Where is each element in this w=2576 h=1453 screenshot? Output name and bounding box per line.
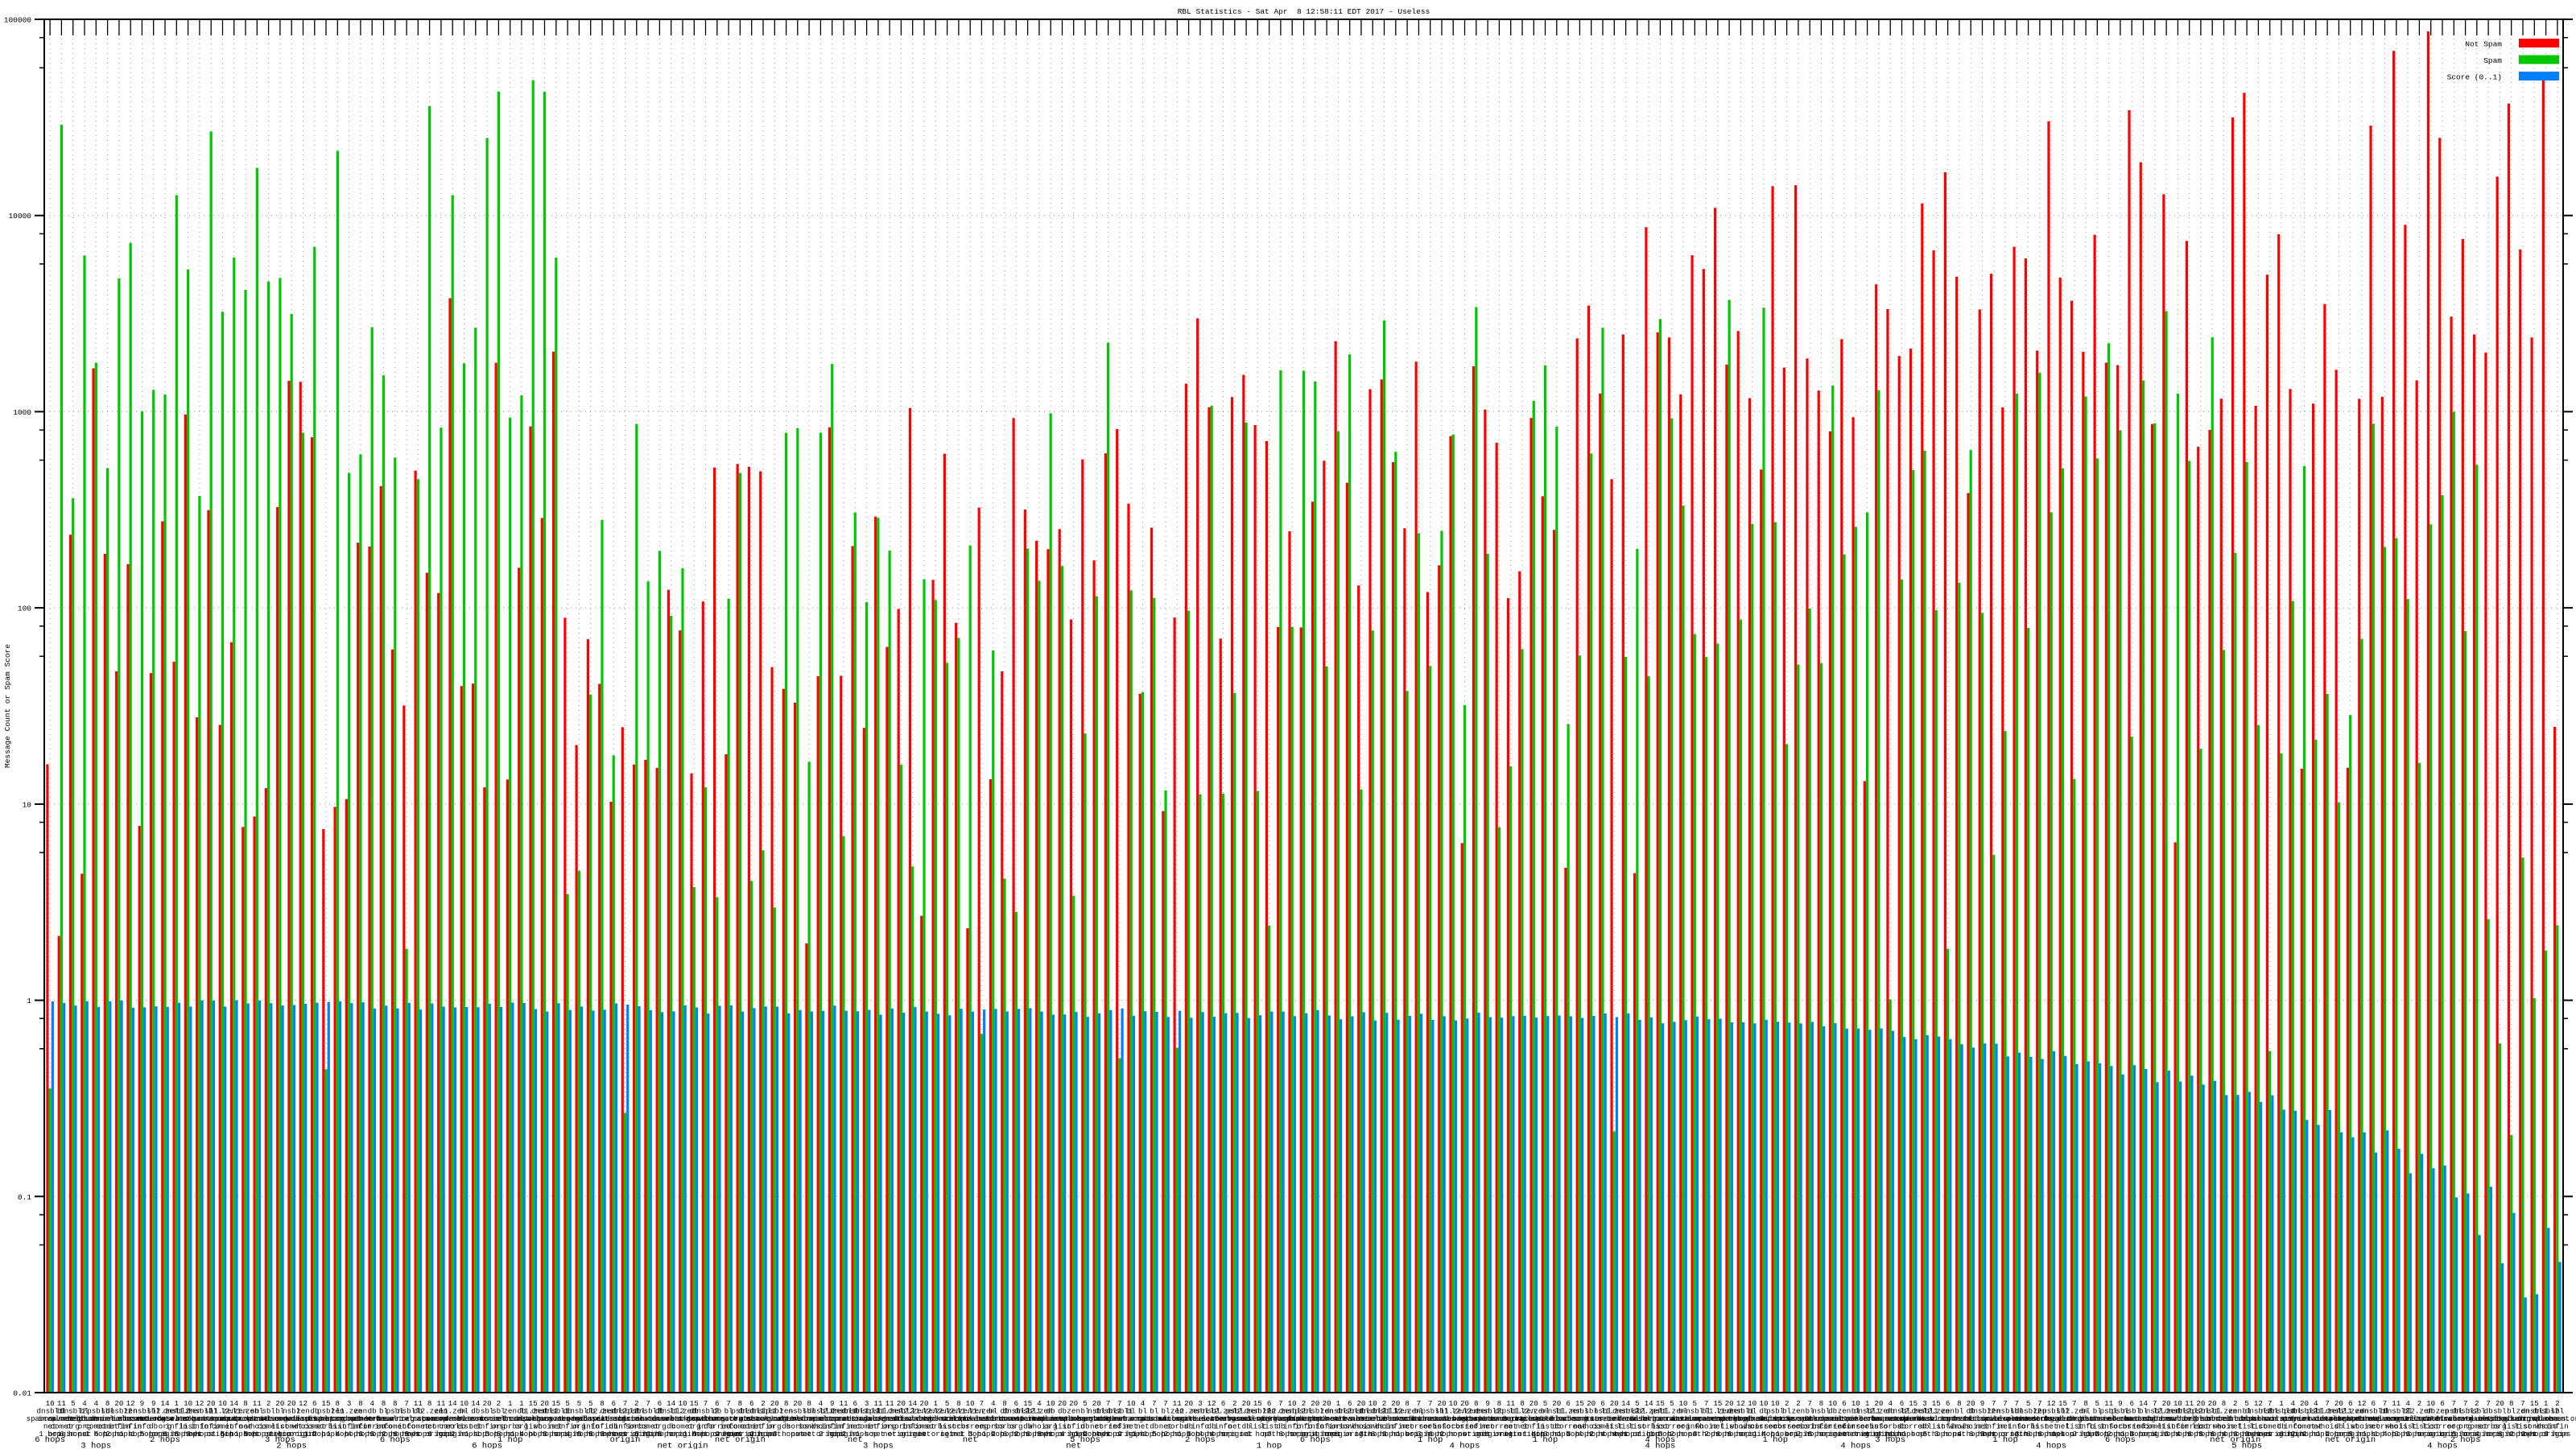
svg-text:2 hops: 2 hops xyxy=(1185,1435,1216,1445)
svg-text:10000: 10000 xyxy=(8,212,31,221)
svg-text:3 hops: 3 hops xyxy=(80,1442,111,1450)
svg-text:bl: bl xyxy=(1955,1407,1963,1416)
svg-text:1 hop: 1 hop xyxy=(1418,1435,1443,1445)
svg-text:10: 10 xyxy=(23,800,32,809)
svg-text:bl: bl xyxy=(1782,1407,1791,1416)
svg-text:0.01: 0.01 xyxy=(13,1389,31,1398)
svg-text:1000: 1000 xyxy=(13,408,31,417)
svg-text:RBL Statistics - Sat Apr 8 12: RBL Statistics - Sat Apr 8 12:58:11 EDT … xyxy=(1178,7,1430,16)
svg-text:net origin: net origin xyxy=(657,1442,708,1450)
svg-text:4 hops: 4 hops xyxy=(1450,1442,1480,1450)
svg-text:1 hop: 1 hop xyxy=(1257,1442,1282,1450)
svg-text:6 hops: 6 hops xyxy=(472,1442,502,1450)
svg-text:zen: zen xyxy=(1792,1407,1806,1416)
svg-text:3 hops: 3 hops xyxy=(2544,1430,2570,1439)
svg-text:1 hop: 1 hop xyxy=(1992,1435,2018,1445)
svg-text:db: db xyxy=(2484,1407,2493,1416)
svg-text:Spam: Spam xyxy=(2483,56,2502,65)
svg-text:db: db xyxy=(471,1407,480,1416)
svg-text:1 hop: 1 hop xyxy=(1763,1435,1789,1445)
svg-text:psbl: psbl xyxy=(1766,1407,1784,1416)
svg-text:sbl: sbl xyxy=(262,1407,275,1416)
svg-text:net: net xyxy=(1066,1442,1081,1450)
svg-text:bl: bl xyxy=(2082,1407,2091,1416)
svg-text:6 hops: 6 hops xyxy=(2105,1435,2136,1445)
svg-text:net: net xyxy=(963,1435,978,1445)
svg-text:bl: bl xyxy=(460,1407,469,1416)
svg-text:db: db xyxy=(712,1407,721,1416)
svg-text:2 hops: 2 hops xyxy=(150,1435,180,1445)
svg-text:5 hops: 5 hops xyxy=(2231,1442,2262,1450)
svg-text:bl: bl xyxy=(1138,1407,1147,1416)
svg-text:Score (0..1): Score (0..1) xyxy=(2447,73,2502,82)
svg-text:nsbl: nsbl xyxy=(2468,1407,2486,1416)
svg-text:origin: origin xyxy=(610,1435,641,1445)
svg-text:3 hops: 3 hops xyxy=(1875,1435,1905,1445)
svg-text:6 hops: 6 hops xyxy=(1300,1435,1331,1445)
svg-text:nsbl: nsbl xyxy=(2123,1407,2140,1416)
svg-text:6 hops: 6 hops xyxy=(380,1435,411,1445)
svg-text:zen: zen xyxy=(1067,1407,1080,1416)
svg-text:bl: bl xyxy=(1161,1407,1170,1416)
svg-text:db: db xyxy=(1058,1407,1067,1416)
svg-text:nsbl: nsbl xyxy=(1686,1407,1703,1416)
svg-text:0.1: 0.1 xyxy=(18,1193,31,1202)
svg-text:sbl: sbl xyxy=(2551,1407,2565,1416)
svg-text:zen: zen xyxy=(296,1407,310,1416)
svg-text:bl: bl xyxy=(989,1407,997,1416)
svg-text:4 hops: 4 hops xyxy=(1645,1442,1675,1450)
svg-text:db: db xyxy=(368,1407,377,1416)
svg-text:4 hops: 4 hops xyxy=(2427,1442,2458,1450)
svg-text:db: db xyxy=(1828,1407,1837,1416)
svg-text:db: db xyxy=(1046,1407,1055,1416)
svg-text:zen: zen xyxy=(1838,1407,1852,1416)
svg-text:zen: zen xyxy=(503,1407,517,1416)
svg-text:net: net xyxy=(848,1435,863,1445)
svg-text:nsbl: nsbl xyxy=(570,1407,588,1416)
svg-text:net origin: net origin xyxy=(2325,1435,2376,1445)
svg-text:4 hops: 4 hops xyxy=(2036,1442,2066,1450)
svg-text:Message Count or Spam Score: Message Count or Spam Score xyxy=(3,644,12,768)
svg-text:zen: zen xyxy=(354,1407,368,1416)
svg-text:bl: bl xyxy=(1748,1407,1757,1416)
svg-text:3 hops: 3 hops xyxy=(863,1442,894,1450)
svg-text:100: 100 xyxy=(18,605,31,613)
svg-text:6 hops: 6 hops xyxy=(35,1435,65,1445)
svg-text:bl: bl xyxy=(1127,1407,1136,1416)
svg-text:nsbl: nsbl xyxy=(1812,1407,1830,1416)
svg-text:1 hop: 1 hop xyxy=(1533,1435,1558,1445)
svg-text:net origin: net origin xyxy=(715,1435,766,1445)
svg-text:Not Spam: Not Spam xyxy=(2465,40,2502,49)
svg-text:sbl: sbl xyxy=(2493,1407,2507,1416)
svg-text:zen: zen xyxy=(2229,1407,2243,1416)
svg-text:100000: 100000 xyxy=(4,16,32,25)
svg-text:4 hops: 4 hops xyxy=(1840,1442,1871,1450)
svg-text:2 hops: 2 hops xyxy=(276,1442,307,1450)
svg-text:1: 1 xyxy=(27,997,31,1005)
svg-text:bl: bl xyxy=(1150,1407,1158,1416)
svg-text:zen: zen xyxy=(1941,1407,1955,1416)
svg-text:db: db xyxy=(2426,1407,2435,1416)
svg-text:bl: bl xyxy=(2507,1407,2516,1416)
